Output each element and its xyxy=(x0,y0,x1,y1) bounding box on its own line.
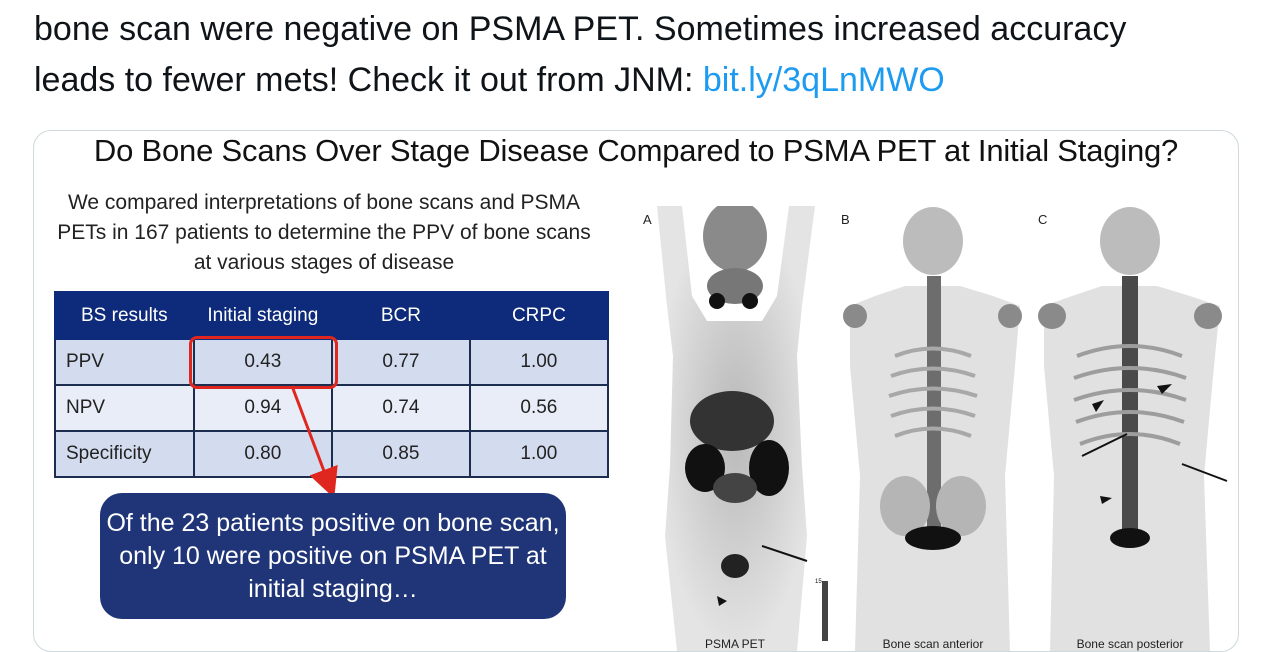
table-row: PPV 0.43 0.77 1.00 xyxy=(54,338,610,386)
slide-intro: We compared interpretations of bone scan… xyxy=(57,191,591,274)
table-cell: Specificity xyxy=(54,430,195,478)
callout-box: Of the 23 patients positive on bone scan… xyxy=(100,493,566,619)
tweet-text: bone scan were negative on PSMA PET. Som… xyxy=(34,4,1254,106)
table-cell: 0.74 xyxy=(331,384,471,432)
table-header-row: BS results Initial staging BCR CRPC xyxy=(54,291,610,340)
panel-letter-b: B xyxy=(841,212,850,227)
tweet-line-2: leads to fewer mets! Check it out from J… xyxy=(34,55,1254,106)
table-cell: 1.00 xyxy=(468,430,610,478)
table-cell: 0.94 xyxy=(192,384,334,432)
media-card[interactable]: Do Bone Scans Over Stage Disease Compare… xyxy=(33,130,1239,652)
bone-scan-anterior-panel: B Bone scan anterior xyxy=(835,206,1031,651)
table-header: BCR xyxy=(331,291,471,340)
table-header: Initial staging xyxy=(192,291,334,340)
table-cell: 0.80 xyxy=(192,430,334,478)
table-cell: PPV xyxy=(54,338,195,386)
slide-title: Do Bone Scans Over Stage Disease Compare… xyxy=(93,133,1179,168)
table-header: CRPC xyxy=(468,291,610,340)
psma-scale-label: 15 xyxy=(815,579,822,585)
table-cell: 0.85 xyxy=(331,430,471,478)
table-cell: 0.77 xyxy=(331,338,471,386)
table-cell: NPV xyxy=(54,384,195,432)
psma-pet-image xyxy=(657,206,828,651)
panel-caption-a: PSMA PET xyxy=(704,637,766,651)
panel-caption-b: Bone scan anterior xyxy=(882,637,984,651)
tweet-line-1: bone scan were negative on PSMA PET. Som… xyxy=(34,10,1127,48)
table-header: BS results xyxy=(54,291,195,340)
panel-caption-c: Bone scan posterior xyxy=(1076,637,1184,651)
ppv-highlight-box xyxy=(189,336,338,389)
table-row: NPV 0.94 0.74 0.56 xyxy=(54,384,610,432)
bone-scan-anterior-image xyxy=(843,207,1022,651)
bone-scan-posterior-panel: C Bone scan posterior xyxy=(1032,206,1228,651)
table-cell: 1.00 xyxy=(468,338,610,386)
table-cell: 0.43 xyxy=(192,338,334,386)
table-row: Specificity 0.80 0.85 1.00 xyxy=(54,430,610,478)
tweet-link[interactable]: bit.ly/3qLnMWO xyxy=(702,61,945,99)
table-cell: 0.56 xyxy=(468,384,610,432)
panel-letter-a: A xyxy=(643,212,652,227)
tweet-line-2-text: leads to fewer mets! Check it out from J… xyxy=(34,61,703,99)
psma-pet-panel: A PSMA PET 15 xyxy=(637,206,833,651)
panel-letter-c: C xyxy=(1038,212,1048,227)
bone-scan-posterior-image xyxy=(1038,207,1228,651)
